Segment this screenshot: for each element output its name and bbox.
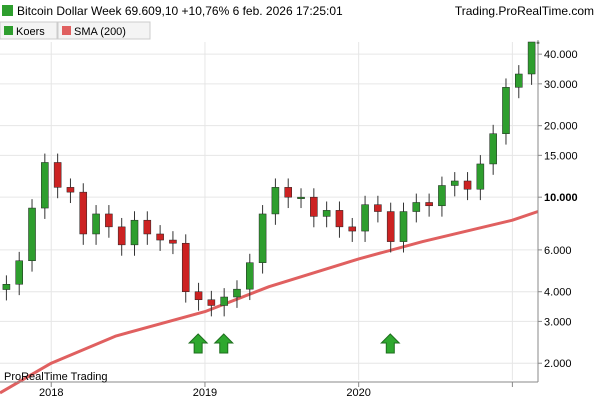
candle-body — [399, 211, 408, 242]
y-tick-label: 40.000 — [544, 49, 578, 61]
candle-body — [297, 196, 305, 199]
candle-body — [181, 242, 190, 292]
y-tick-label: 4.000 — [544, 287, 572, 299]
candle-body — [246, 262, 254, 290]
candle-body — [207, 299, 216, 306]
header-bar — [0, 0, 600, 21]
candle-body — [2, 284, 11, 290]
candles — [2, 41, 540, 317]
sma-line — [0, 210, 539, 395]
candle-body — [258, 213, 267, 263]
y-tick-label: 6.000 — [544, 245, 572, 257]
candle-body — [156, 233, 164, 241]
signal-arrows — [187, 333, 401, 354]
chart-type-icon — [2, 5, 13, 16]
arrow-up-marker — [213, 333, 234, 354]
candle-body — [66, 187, 75, 193]
x-tick-label: 2018 — [39, 387, 63, 399]
candle-body — [233, 288, 241, 298]
candle-body — [130, 219, 139, 246]
arrow-up-marker — [187, 333, 209, 354]
watermark-label: ProRealTime Trading — [4, 371, 108, 383]
candle-body — [386, 211, 395, 242]
candle-body — [169, 239, 177, 244]
y-tick-label: 2.000 — [544, 358, 572, 370]
y-tick-label: 30.000 — [544, 79, 578, 91]
y-tick-label: 3.000 — [544, 316, 572, 328]
legend-item-koers[interactable] — [0, 21, 58, 40]
candle-body — [335, 210, 344, 228]
source-label: Trading.ProRealTime.com — [455, 4, 594, 18]
candle-body — [220, 296, 228, 306]
candle-body — [438, 185, 446, 207]
candle-body — [41, 162, 49, 209]
candle-body — [117, 226, 126, 246]
legend-item-sma[interactable] — [57, 21, 151, 40]
candle-body — [361, 204, 369, 232]
arrow-up-marker — [380, 333, 401, 354]
y-tick-label: 20.000 — [544, 121, 578, 133]
candle-body — [463, 180, 472, 190]
candle-body — [476, 163, 485, 190]
candle-body — [515, 73, 523, 88]
x-tick-label: 2020 — [346, 387, 370, 399]
candle-body — [310, 196, 318, 217]
candle-body — [425, 202, 433, 207]
candle-body — [322, 210, 331, 217]
x-axis: 2018 2019 2020 — [39, 382, 513, 399]
candle-body — [79, 191, 88, 235]
y-tick-label: 15.000 — [544, 150, 578, 162]
candle-body — [15, 260, 23, 285]
legend: Koers SMA (200) — [0, 21, 151, 40]
legend-label-koers: Koers — [16, 26, 45, 38]
chart-title: Bitcoin Dollar Week 69.609,10 +10,76% 6 … — [17, 4, 343, 18]
legend-swatch-koers — [4, 26, 13, 35]
candle-body — [284, 187, 292, 198]
sma-line-group — [0, 210, 539, 395]
legend-label-sma: SMA (200) — [74, 26, 126, 38]
candle-body — [374, 204, 382, 212]
candle-body — [53, 162, 62, 188]
candle-body — [502, 87, 510, 134]
candle-body — [527, 41, 536, 75]
candle-body — [143, 219, 152, 235]
legend-swatch-sma — [62, 26, 71, 35]
candle-body — [105, 213, 113, 228]
candle-body — [194, 291, 203, 301]
candle-body — [489, 133, 497, 165]
y-axis: 40.000 30.000 20.000 15.000 10.000 6.000 4.000… — [538, 49, 578, 370]
candle-body — [412, 202, 421, 212]
x-tick-label: 2019 — [193, 387, 217, 399]
candle-body — [92, 213, 100, 235]
grid — [0, 42, 538, 380]
candle-body — [28, 207, 36, 262]
y-tick-label: 10.000 — [544, 192, 578, 204]
candle-body — [450, 180, 459, 186]
candle-body — [271, 187, 280, 215]
candle-body — [348, 226, 357, 232]
